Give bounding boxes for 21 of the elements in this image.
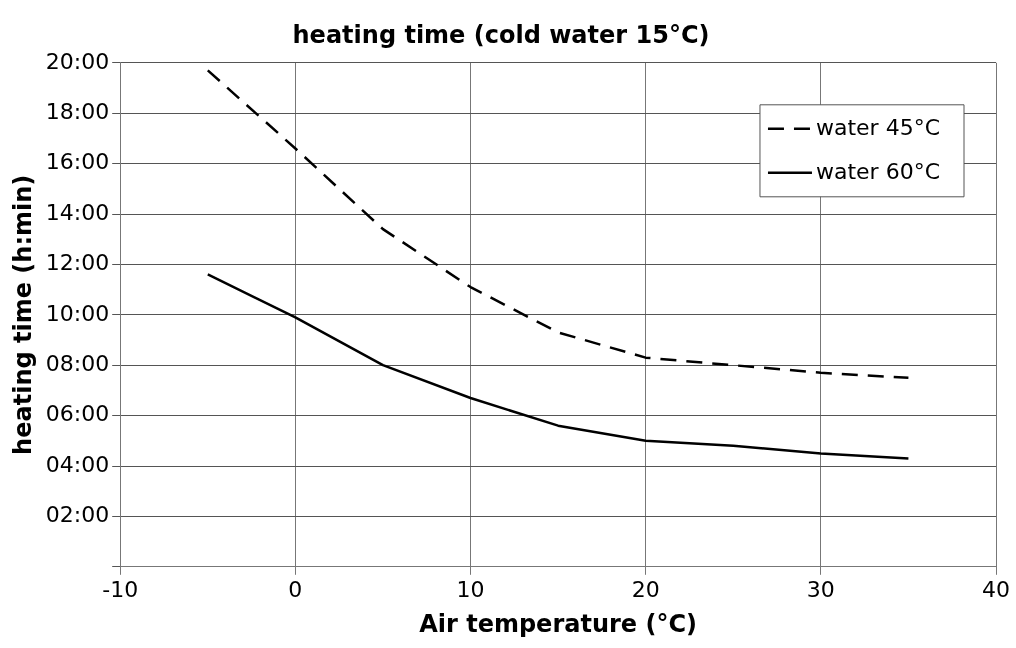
x-axis-title: Air temperature (°C) <box>419 609 698 638</box>
y-tick-label: 12:00 <box>45 250 110 276</box>
legend-label: water 45°C <box>815 114 940 140</box>
y-tick-label: 10:00 <box>45 300 110 326</box>
y-tick-label: 20:00 <box>45 48 110 74</box>
y-tick-label: 18:00 <box>45 98 110 124</box>
legend-label: water 60°C <box>815 158 940 184</box>
x-tick-label: 0 <box>288 576 303 602</box>
x-tick-label: 30 <box>806 576 835 602</box>
y-tick-label: 14:00 <box>45 199 110 225</box>
y-axis-title: heating time (h:min) <box>8 174 37 455</box>
x-tick-label: 40 <box>982 576 1010 602</box>
y-tick-label: 08:00 <box>45 350 110 376</box>
y-tick-label: 04:00 <box>45 451 110 477</box>
y-tick-label: 16:00 <box>45 149 110 175</box>
x-tick-label: -10 <box>102 576 139 602</box>
x-tick-label: 20 <box>631 576 660 602</box>
x-tick-label: 10 <box>456 576 485 602</box>
chart-title: heating time (cold water 15°C) <box>292 20 710 49</box>
y-tick-label: 02:00 <box>45 502 110 528</box>
y-tick-label: 06:00 <box>45 401 110 427</box>
